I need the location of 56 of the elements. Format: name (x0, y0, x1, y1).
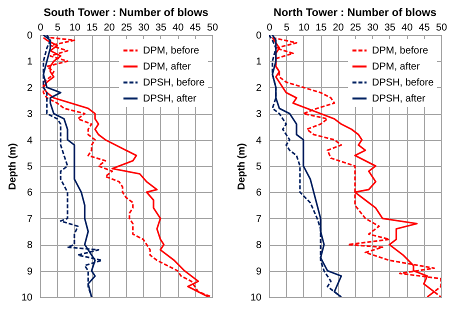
y-tick-label: 1 (256, 56, 262, 68)
y-axis-title: Depth (m) (7, 143, 18, 190)
y-tick-label: 8 (26, 240, 33, 252)
legend-label: DPM, after (143, 62, 192, 72)
x-tick-label: 35 (384, 22, 396, 34)
legend-label: DPM, after (372, 62, 420, 72)
legend-label: DPSH, before (143, 78, 206, 88)
x-tick-label: 35 (155, 22, 167, 34)
y-tick-label: 10 (21, 292, 33, 304)
x-tick-label: 25 (350, 22, 362, 34)
x-tick-label: 20 (104, 22, 116, 34)
x-tick-label: 20 (332, 22, 344, 34)
x-tick-label: 45 (190, 22, 202, 34)
x-tick-label: 40 (172, 22, 184, 34)
y-tick-label: 4 (26, 135, 33, 146)
y-tick-label: 7 (26, 214, 33, 225)
y-tick-label: 9 (26, 266, 33, 278)
x-tick-label: 25 (120, 22, 132, 34)
y-tick-label: 8 (256, 240, 262, 252)
y-tick-label: 6 (26, 188, 33, 199)
y-tick-label: 3 (256, 109, 262, 120)
y-tick-label: 1 (26, 56, 33, 68)
y-tick-label: 0 (256, 30, 262, 42)
y-tick-label: 9 (256, 266, 262, 278)
legend-label: DPM, before (372, 46, 429, 56)
legend-label: DPSH, before (372, 78, 434, 88)
y-tick-label: 5 (256, 162, 262, 172)
y-tick-label: 3 (26, 109, 33, 120)
y-tick-label: 4 (256, 135, 262, 146)
legend-label: DPSH, after (372, 94, 426, 104)
y-tick-label: 10 (250, 292, 262, 304)
y-tick-label: 2 (256, 82, 262, 94)
y-tick-label: 0 (26, 30, 33, 42)
x-tick-label: 10 (298, 22, 310, 34)
y-tick-label: 6 (256, 188, 262, 199)
x-tick-label: 50 (436, 22, 448, 34)
y-tick-label: 7 (256, 214, 262, 225)
x-tick-label: 5 (284, 22, 290, 34)
chart-title: South Tower : Number of blows (44, 7, 208, 19)
x-tick-label: 50 (206, 22, 218, 34)
y-tick-label: 5 (26, 162, 33, 172)
y-axis-title: Depth (m) (236, 143, 248, 190)
y-tick-label: 2 (26, 82, 33, 94)
chart-title: North Tower : Number of blows (274, 7, 436, 19)
x-tick-label: 30 (367, 22, 379, 34)
legend-label: DPSH, after (143, 94, 198, 104)
x-tick-label: 30 (138, 22, 150, 34)
x-tick-label: 15 (86, 22, 98, 34)
x-tick-label: 15 (316, 22, 328, 34)
x-tick-label: 45 (418, 22, 430, 34)
x-tick-label: 10 (69, 22, 81, 34)
x-tick-label: 0 (38, 22, 44, 34)
x-tick-label: 5 (54, 22, 61, 34)
x-tick-label: 0 (266, 22, 273, 34)
x-tick-label: 40 (402, 22, 414, 34)
legend-label: DPM, before (143, 46, 200, 56)
